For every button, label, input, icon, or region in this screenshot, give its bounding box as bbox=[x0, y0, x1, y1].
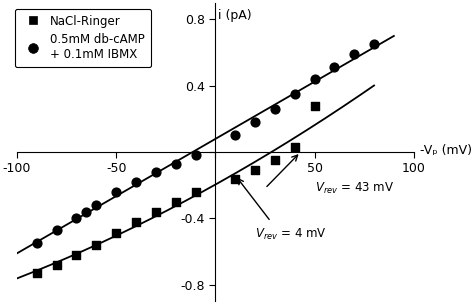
Point bbox=[132, 219, 140, 224]
Point bbox=[53, 227, 60, 232]
Legend: NaCl-Ringer, 0.5mM db-cAMP
+ 0.1mM IBMX: NaCl-Ringer, 0.5mM db-cAMP + 0.1mM IBMX bbox=[15, 9, 151, 67]
Point bbox=[33, 241, 41, 246]
Point bbox=[152, 209, 160, 214]
Point bbox=[231, 133, 239, 138]
Point bbox=[330, 65, 338, 70]
Point bbox=[82, 209, 90, 214]
Point bbox=[191, 189, 199, 194]
Text: $V_{rev}$ = 43 mV: $V_{rev}$ = 43 mV bbox=[315, 181, 393, 196]
Point bbox=[112, 189, 120, 194]
Point bbox=[92, 203, 100, 208]
Point bbox=[172, 161, 180, 166]
Text: -Vₚ (mV): -Vₚ (mV) bbox=[419, 144, 472, 157]
Point bbox=[271, 158, 279, 163]
Point bbox=[132, 179, 140, 184]
Point bbox=[53, 262, 60, 267]
Point bbox=[172, 199, 180, 204]
Point bbox=[112, 231, 120, 236]
Point bbox=[291, 145, 299, 150]
Point bbox=[311, 103, 319, 108]
Point bbox=[152, 169, 160, 174]
Point bbox=[73, 216, 80, 221]
Point bbox=[271, 106, 279, 111]
Text: $V_{rev}$ = 4 mV: $V_{rev}$ = 4 mV bbox=[255, 227, 327, 243]
Point bbox=[370, 42, 378, 47]
Point bbox=[231, 176, 239, 181]
Point bbox=[251, 168, 259, 173]
Point bbox=[311, 77, 319, 81]
Text: i (pA): i (pA) bbox=[219, 9, 252, 22]
Point bbox=[92, 242, 100, 247]
Point bbox=[291, 92, 299, 96]
Point bbox=[191, 153, 199, 158]
Point bbox=[73, 252, 80, 257]
Point bbox=[33, 271, 41, 275]
Point bbox=[251, 120, 259, 125]
Point bbox=[350, 52, 358, 57]
